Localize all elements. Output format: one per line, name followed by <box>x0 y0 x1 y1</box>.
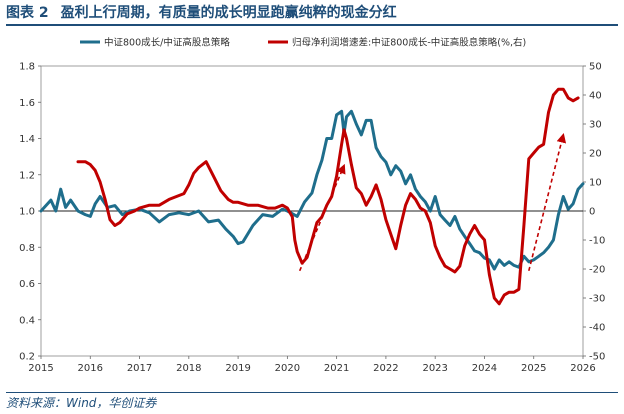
x-axis-tick-label: 2017 <box>127 363 152 374</box>
right-axis-tick-label: 0 <box>589 207 595 218</box>
x-axis-tick-label: 2026 <box>570 363 595 374</box>
figure-label: 图表 2 <box>6 5 49 21</box>
left-axis-tick-label: 1.4 <box>19 134 35 145</box>
left-axis-tick-label: 0.8 <box>19 243 35 254</box>
left-axis-tick-label: 1.6 <box>19 98 35 109</box>
x-axis-tick-label: 2019 <box>225 363 250 374</box>
right-axis-tick-label: -40 <box>589 323 605 334</box>
x-axis-tick-label: 2016 <box>78 363 103 374</box>
right-axis-tick-label: 40 <box>589 91 602 102</box>
left-axis-tick-label: 0.4 <box>19 315 35 326</box>
right-axis-tick-label: -50 <box>589 352 605 363</box>
right-axis-tick-label: 20 <box>589 149 602 160</box>
legend-label-2: 归母净利润增速差:中证800成长-中证高股息策略(%,右) <box>292 37 526 49</box>
x-axis-tick-label: 2025 <box>521 363 546 374</box>
trend-arrow-2 <box>528 133 567 272</box>
right-axis-tick-label: 30 <box>589 120 602 131</box>
right-axis-tick-label: 10 <box>589 178 602 189</box>
x-axis-tick-label: 2024 <box>472 363 497 374</box>
figure-title-bar: 图表 2 盈利上行周期，有质量的成长明显跑赢纯粹的现金分红 <box>6 2 618 26</box>
legend-label-1: 中证800成长/中证高股息策略 <box>104 37 230 49</box>
right-axis-tick-label: -10 <box>589 236 605 247</box>
left-axis-tick-label: 1.2 <box>19 170 35 181</box>
series-line-2 <box>76 87 580 306</box>
x-axis-tick-label: 2018 <box>176 363 201 374</box>
x-axis-tick-label: 2022 <box>373 363 398 374</box>
x-axis-tick-label: 2020 <box>275 363 300 374</box>
left-axis-tick-label: 1.8 <box>19 62 35 73</box>
source-note: 资料来源：Wind，华创证券 <box>6 392 618 413</box>
left-axis-tick-label: 0.2 <box>19 352 35 363</box>
trend-arrow-1 <box>298 163 346 272</box>
left-axis-tick-label: 1.0 <box>19 207 35 218</box>
right-axis-tick-label: 50 <box>589 62 602 73</box>
figure-title: 盈利上行周期，有质量的成长明显跑赢纯粹的现金分红 <box>60 5 397 21</box>
right-axis-tick-label: -20 <box>589 265 605 276</box>
x-axis-tick-label: 2015 <box>28 363 53 374</box>
line-chart: 0.2 0.4 0.6 0.8 1.0 1.2 1.4 1.6 1.8 -50 -40 -30 -20 -… <box>19 37 605 375</box>
left-axis-tick-label: 0.6 <box>19 279 35 290</box>
right-axis-tick-label: -30 <box>589 294 605 305</box>
x-axis-tick-label: 2021 <box>324 363 349 374</box>
x-axis-tick-label: 2023 <box>422 363 447 374</box>
